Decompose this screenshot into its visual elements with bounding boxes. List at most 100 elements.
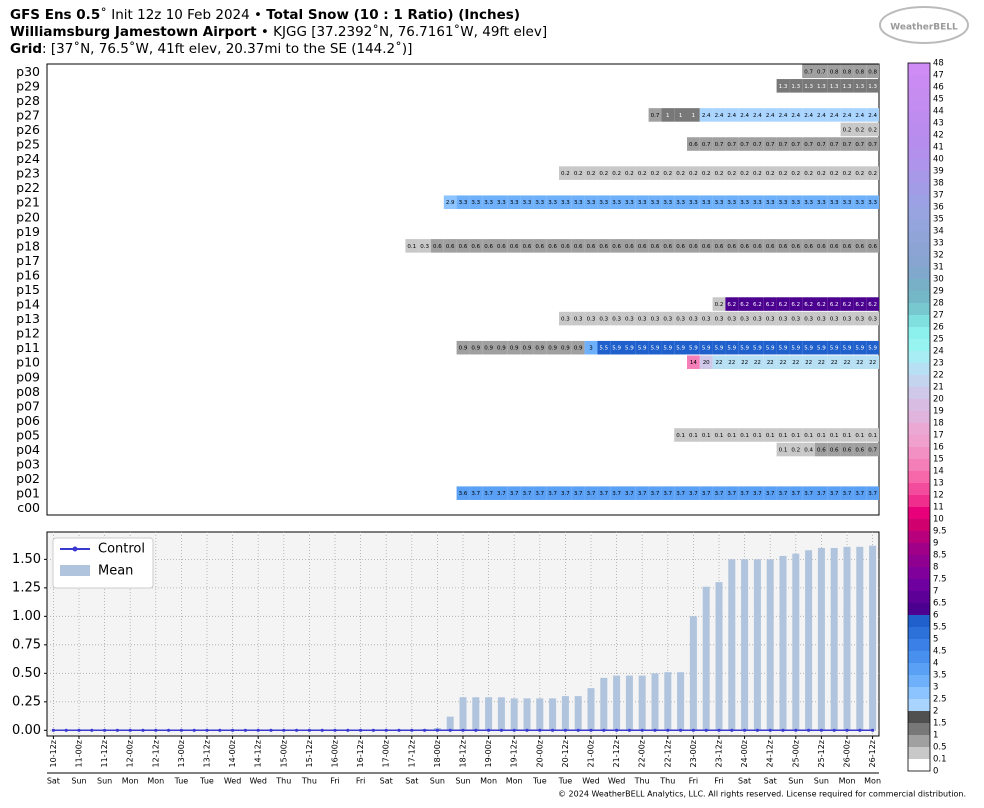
cell [610, 340, 623, 355]
cell-label: 3.7 [740, 491, 749, 497]
cell [776, 486, 790, 500]
cell-label: 3.3 [599, 200, 608, 206]
cell [827, 340, 841, 355]
bar [459, 697, 467, 731]
cell [738, 297, 751, 311]
colorbar-box [908, 255, 930, 267]
cell-label: 5.9 [868, 346, 877, 352]
cell-label: 0.3 [766, 317, 775, 323]
cell-label: 0.2 [753, 171, 762, 177]
cell-label: 0.2 [689, 171, 698, 177]
cell-label: 3.7 [548, 491, 557, 497]
colorbar-box [908, 267, 930, 279]
cell-label: 0.2 [702, 171, 711, 177]
cell [559, 486, 572, 500]
cell-label: 0.3 [830, 317, 839, 323]
cell-label: 0.7 [843, 142, 852, 148]
cell [520, 239, 534, 253]
cell [840, 166, 854, 180]
cell-label: 0.9 [471, 346, 480, 352]
cell [456, 486, 470, 500]
colorbar-label: 46 [933, 83, 944, 93]
row-label: p26 [16, 122, 40, 137]
colorbar-box [908, 135, 930, 147]
cell-label: 0.1 [868, 433, 877, 439]
cell-label: 0.1 [766, 433, 775, 439]
cell-label: 3.3 [779, 200, 788, 206]
cell-label: 6.2 [804, 302, 813, 308]
day-label: Thu [634, 777, 650, 786]
row-label: p07 [16, 398, 40, 413]
cell-label: 1.3 [779, 84, 788, 90]
line-point [794, 728, 798, 732]
cell-label: 0.3 [779, 317, 788, 323]
cell [866, 486, 879, 500]
line-point [435, 728, 439, 732]
cell-label: 2.9 [446, 200, 455, 206]
day-label: Mon [147, 777, 164, 786]
cell [687, 137, 700, 151]
line-point [474, 728, 478, 732]
cell-label: 0.7 [702, 142, 711, 148]
y-tick-label: 1.00 [12, 609, 41, 624]
row-label: p15 [16, 282, 40, 297]
cell [699, 195, 713, 209]
cell-label: 6.2 [740, 302, 749, 308]
cell [802, 108, 815, 122]
cell-label: 5.9 [715, 346, 724, 352]
colorbar-box [908, 351, 930, 363]
line-point [819, 728, 824, 732]
bar [549, 698, 557, 731]
cell [482, 486, 495, 500]
cell [802, 486, 815, 500]
line-point [307, 728, 311, 732]
colorbar-box [908, 399, 930, 411]
x-tick-label: 16-00z [331, 740, 340, 767]
cell [495, 340, 508, 355]
cell-label: 5.9 [676, 346, 685, 352]
x-tick-label: 24-00z [740, 740, 749, 767]
cell-label: 0.9 [484, 346, 493, 352]
cell-label: 0.7 [651, 113, 660, 119]
y-tick-label: 0.25 [12, 694, 41, 709]
colorbar-label: 22 [933, 371, 944, 381]
cell-label: 3.3 [727, 200, 736, 206]
cell-label: 3.3 [663, 200, 672, 206]
cell [776, 442, 790, 457]
cell-label: 0.1 [804, 433, 813, 439]
colorbar-box [908, 231, 930, 243]
cell-label: 0.8 [843, 69, 852, 75]
x-tick-label: 11-12z [100, 740, 109, 767]
cell [610, 166, 623, 180]
cell [866, 340, 879, 355]
cell [776, 137, 790, 151]
cell-label: 0.6 [702, 244, 711, 250]
cell [827, 137, 841, 151]
cell-label: 0.2 [855, 127, 864, 133]
cell [661, 166, 675, 180]
cell [802, 355, 815, 370]
cell-label: 0.2 [843, 127, 852, 133]
cell [520, 195, 534, 209]
y-tick-label: 0.75 [12, 637, 41, 652]
cell-label: 0.2 [868, 127, 877, 133]
cell [853, 195, 867, 209]
line-point [128, 728, 132, 732]
cell-label: 0.3 [740, 317, 749, 323]
cell-label: 0.6 [689, 244, 698, 250]
line-point [282, 728, 286, 732]
line-point [448, 728, 452, 732]
cell [674, 340, 687, 355]
cell-label: 0.6 [663, 244, 672, 250]
day-label: Sun [71, 777, 86, 786]
cell [699, 239, 713, 253]
cell [815, 137, 828, 151]
cell [725, 166, 739, 180]
cell [507, 195, 521, 209]
cell-label: 0.6 [446, 244, 455, 250]
x-tick-label: 12-12z [151, 740, 160, 767]
row-label: p21 [16, 195, 40, 210]
colorbar-label: 16 [933, 443, 944, 453]
bar [830, 547, 838, 731]
row-label: p11 [16, 340, 40, 355]
